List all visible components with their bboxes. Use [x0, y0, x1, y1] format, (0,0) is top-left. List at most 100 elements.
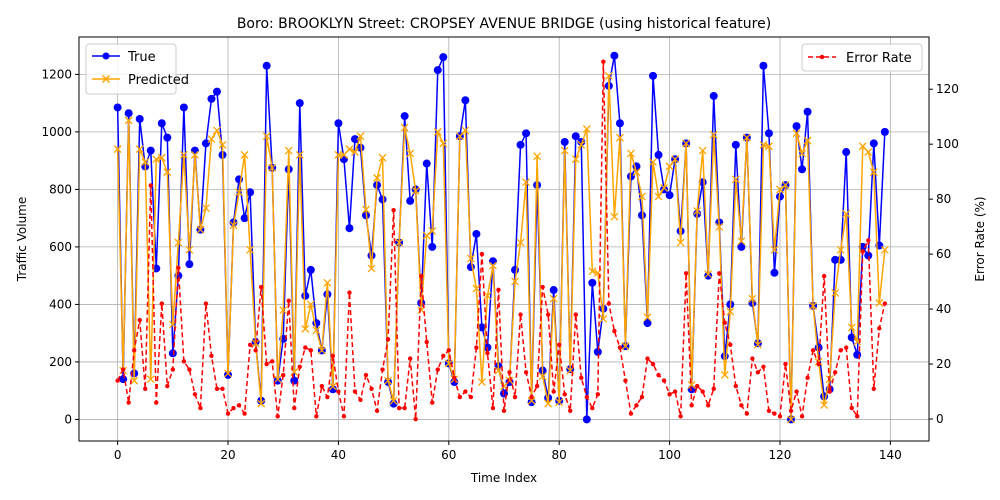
true-point [262, 61, 271, 70]
y-tick-label: 0 [64, 412, 72, 426]
true-point [334, 119, 343, 128]
true-point [450, 378, 459, 387]
error-point [794, 389, 799, 394]
error-point [424, 339, 429, 345]
error-point [595, 392, 601, 397]
error-point [347, 290, 352, 295]
error-point [192, 392, 198, 397]
legend-right: Error Rate [801, 43, 923, 72]
predicted-point [135, 145, 144, 154]
error-point [700, 389, 705, 394]
predicted-point [157, 153, 166, 162]
true-point [880, 127, 889, 136]
error-point [689, 403, 694, 408]
error-point [683, 271, 689, 276]
true-point [803, 107, 812, 116]
x-tick-label: 100 [658, 448, 681, 462]
error-point [236, 403, 242, 408]
error-point [562, 392, 567, 397]
predicted-point [279, 306, 288, 315]
predicted-point [792, 129, 801, 138]
error-point [523, 370, 529, 375]
true-point [246, 188, 255, 197]
true-point [306, 265, 315, 274]
predicted-point [511, 277, 519, 286]
true-point [207, 94, 216, 103]
true-point [295, 99, 304, 108]
predicted-point [643, 313, 652, 322]
predicted-point [615, 133, 624, 142]
predicted-point [869, 168, 878, 177]
error-point [413, 416, 418, 422]
predicted-point [351, 148, 359, 156]
legend-error-label: Error Rate [846, 51, 912, 66]
true-point [472, 229, 481, 238]
predicted-point [472, 284, 481, 293]
error-point [148, 183, 153, 188]
error-point [728, 342, 733, 348]
predicted-point [411, 186, 420, 195]
true-point [350, 135, 359, 144]
true-point [792, 122, 801, 131]
y-tick-label: 1000 [41, 125, 72, 139]
predicted-point [676, 238, 685, 247]
error-point [540, 284, 545, 290]
error-point [711, 386, 716, 391]
error-point [766, 408, 772, 413]
true-point [560, 137, 569, 146]
true-point [461, 96, 470, 105]
predicted-point [323, 278, 332, 287]
error-point [744, 411, 750, 416]
error-point [534, 383, 540, 389]
error-point [507, 370, 512, 375]
predicted-point [201, 204, 210, 213]
predicted-point [483, 291, 492, 300]
error-point [181, 359, 187, 364]
error-point [584, 394, 589, 400]
predicted-point [671, 155, 680, 164]
predicted-point [367, 264, 376, 273]
true-point [428, 242, 437, 251]
predicted-point [218, 140, 227, 149]
y-tick-label: 200 [49, 355, 72, 369]
predicted-point [649, 158, 657, 167]
error-point [667, 392, 672, 397]
true-point [146, 146, 155, 155]
true-point [869, 139, 878, 148]
predicted-point [665, 162, 674, 171]
y-tick-label: 600 [49, 240, 72, 254]
predicted-point [682, 139, 691, 148]
predicted-point [141, 158, 150, 167]
predicted-point [516, 238, 525, 247]
predicted-point [731, 175, 740, 184]
predicted-point [726, 307, 735, 316]
true-point [731, 140, 740, 149]
true-point [406, 196, 415, 205]
error-point [170, 367, 176, 372]
predicted-point [693, 207, 702, 215]
plot-frame [78, 36, 930, 442]
error-point [225, 411, 231, 416]
predicted-point [654, 192, 663, 201]
true-point [704, 271, 713, 280]
error-point [761, 364, 766, 369]
error-point [297, 364, 302, 369]
error-point [407, 356, 413, 361]
predicted-point [190, 150, 199, 159]
predicted-point [373, 173, 382, 182]
predicted-point [317, 346, 326, 355]
true-point [433, 66, 442, 75]
error-point [805, 375, 810, 380]
y2-tick-label: 0 [936, 412, 944, 426]
error-point [634, 403, 639, 408]
true-point [654, 150, 663, 159]
x-tick-label: 20 [220, 448, 235, 462]
error-point [385, 337, 391, 342]
true-point [836, 255, 845, 264]
error-point [722, 320, 727, 326]
predicted-point [262, 132, 271, 141]
predicted-point [571, 155, 580, 164]
predicted-point [306, 300, 315, 309]
error-point [380, 367, 385, 372]
true-point [814, 343, 823, 352]
